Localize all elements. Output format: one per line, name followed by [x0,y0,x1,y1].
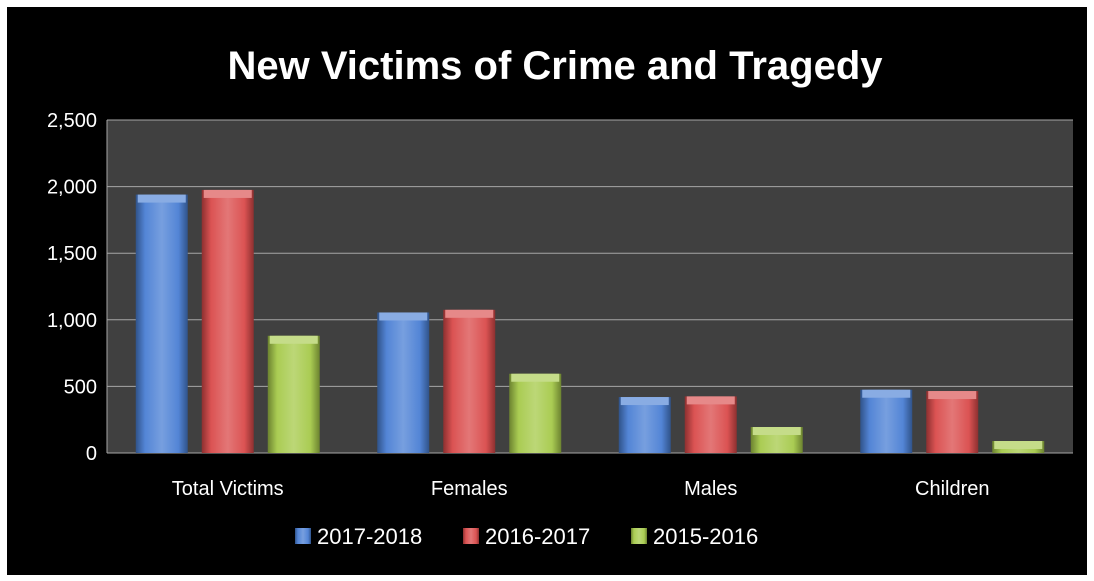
bar-cap [511,373,560,382]
bar-children-2016-2017 [926,391,979,453]
y-tick-label: 1,000 [47,310,97,332]
legend-swatch [463,528,479,544]
bar-females-2016-2017 [443,309,496,453]
bar-cap [137,194,186,203]
x-tick-label: Males [684,478,737,500]
y-tick-label: 1,500 [47,243,97,265]
chart-container: New Victims of Crime and Tragedy 0 500 1,0… [7,7,1087,575]
bar-cap [445,309,494,318]
bar-cap [686,396,735,405]
bar-chart: New Victims of Crime and Tragedy 0 500 1,0… [47,44,1073,549]
bar-cap [203,189,252,198]
bar-total-victims-2015-2016 [267,335,320,453]
x-tick-label: Children [915,478,989,500]
legend-swatch [295,528,311,544]
legend: 2017-2018 2016-2017 2015-2016 [295,524,758,549]
chart-title: New Victims of Crime and Tragedy [227,44,883,88]
y-tick-label: 2,500 [47,110,97,132]
bar-cap [994,441,1043,450]
bar-total-victims-2017-2018 [135,194,188,454]
bar-males-2017-2018 [618,397,671,453]
bar-females-2015-2016 [509,373,562,453]
bar-males-2016-2017 [684,396,737,453]
bar-cap [752,427,801,436]
legend-label: 2016-2017 [485,524,590,549]
bar-children-2017-2018 [860,389,913,453]
bar-cap [862,389,911,398]
bar-cap [269,335,318,344]
y-tick-label: 2,000 [47,177,97,199]
x-tick-label: Total Victims [172,478,284,500]
legend-label: 2015-2016 [653,524,758,549]
bar-cap [928,391,977,400]
bar-cap [379,312,428,321]
y-tick-label: 500 [64,376,97,398]
legend-label: 2017-2018 [317,524,422,549]
legend-swatch [631,528,647,544]
bar-females-2017-2018 [377,312,430,453]
x-tick-label: Females [431,478,508,500]
plot-area: 0 500 1,000 1,500 2,000 2,500 Total Victims Fem… [47,110,1073,500]
bar-total-victims-2016-2017 [201,189,254,453]
y-tick-label: 0 [86,443,97,465]
bar-cap [620,397,669,406]
